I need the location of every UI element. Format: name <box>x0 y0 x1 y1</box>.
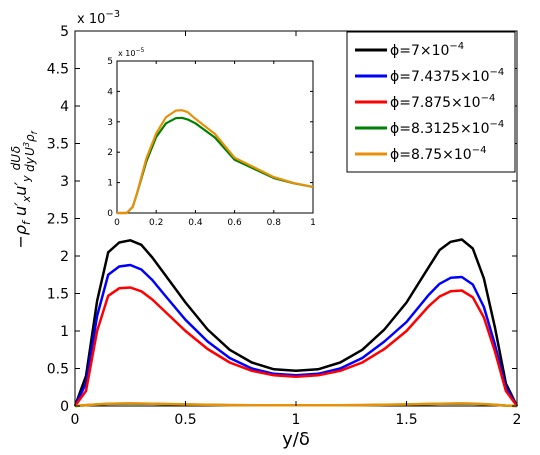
legend-entry-4: ϕ=8.3125×10−4 <box>390 119 504 137</box>
legend-entry-2: ϕ=7.4375×10−4 <box>390 67 504 85</box>
inset-x-tick-label: 0.2 <box>149 218 163 228</box>
y-tick-label: 2.5 <box>47 212 69 228</box>
inset-y-tick-label: 0 <box>107 209 113 219</box>
inset-x-tick-label: 1 <box>310 218 316 228</box>
x-tick-label: 0 <box>71 412 80 428</box>
inset-y-tick-label: 4 <box>107 87 113 97</box>
series-line-3 <box>73 286 519 407</box>
inset-series-line-2 <box>117 109 314 215</box>
inset-x-tick-label: 0 <box>114 218 120 228</box>
y-tick-label: 4 <box>60 99 69 115</box>
y-tick-label: 0.5 <box>47 362 69 378</box>
inset-y-tick-label: 2 <box>107 148 113 158</box>
inset-plot: 0 0.2 0.4 0.6 0.8 1 0 1 2 3 4 5 x 10−5 <box>107 47 316 228</box>
legend-entry-3: ϕ=7.875×10−4 <box>390 93 495 111</box>
x-tick-label: 1.5 <box>395 412 417 428</box>
y-axis-label: −ρf u′xu′y dUdyδU3ρf <box>9 130 39 248</box>
y-tick-label: 3 <box>60 174 69 190</box>
inset-y-tick-label: 1 <box>107 179 113 189</box>
x-axis-label: y/δ <box>282 429 310 450</box>
inset-x-tick-label: 0.6 <box>227 218 242 228</box>
y-tick-label: 5 <box>60 24 69 40</box>
legend-entry-1: ϕ=7×10−4 <box>390 41 464 59</box>
x-tick-label: 2 <box>513 412 522 428</box>
y-tick-label: 3.5 <box>47 137 69 153</box>
series-line-1 <box>73 238 519 407</box>
x-tick-label: 0.5 <box>174 412 196 428</box>
series-line-2 <box>73 263 519 407</box>
svg-text:−ρf u′xu′y dUdyδU3ρf: −ρf u′xu′y dUdyδU3ρf <box>9 130 39 248</box>
inset-x-tick-label: 0.8 <box>267 218 282 228</box>
y-tick-label: 1.5 <box>47 287 69 303</box>
y-tick-label: 2 <box>60 249 69 265</box>
inset-x-tick-label: 0.4 <box>188 218 203 228</box>
y-tick-label: 1 <box>60 324 69 340</box>
inset-y-tick-label: 3 <box>107 118 113 128</box>
inset-y-tick-label: 5 <box>107 57 113 67</box>
inset-y-multiplier: x 10−5 <box>118 47 144 58</box>
legend: ϕ=7×10−4 ϕ=7.4375×10−4 ϕ=7.875×10−4 ϕ=8.312… <box>346 31 516 173</box>
main-axis-ticks: 0 0.5 1 1.5 2 0 0.5 1 1.5 2 2.5 3 3.5 4 4.5 5 x 10−3 <box>47 9 522 428</box>
y-tick-label: 4.5 <box>47 62 69 78</box>
axis-labels: y/δ <box>282 429 310 450</box>
x-tick-label: 1 <box>292 412 301 428</box>
y-tick-label: 0 <box>60 399 69 415</box>
y-axis-multiplier: x 10−3 <box>77 9 120 27</box>
legend-entry-5: ϕ=8.75×10−4 <box>390 145 486 163</box>
